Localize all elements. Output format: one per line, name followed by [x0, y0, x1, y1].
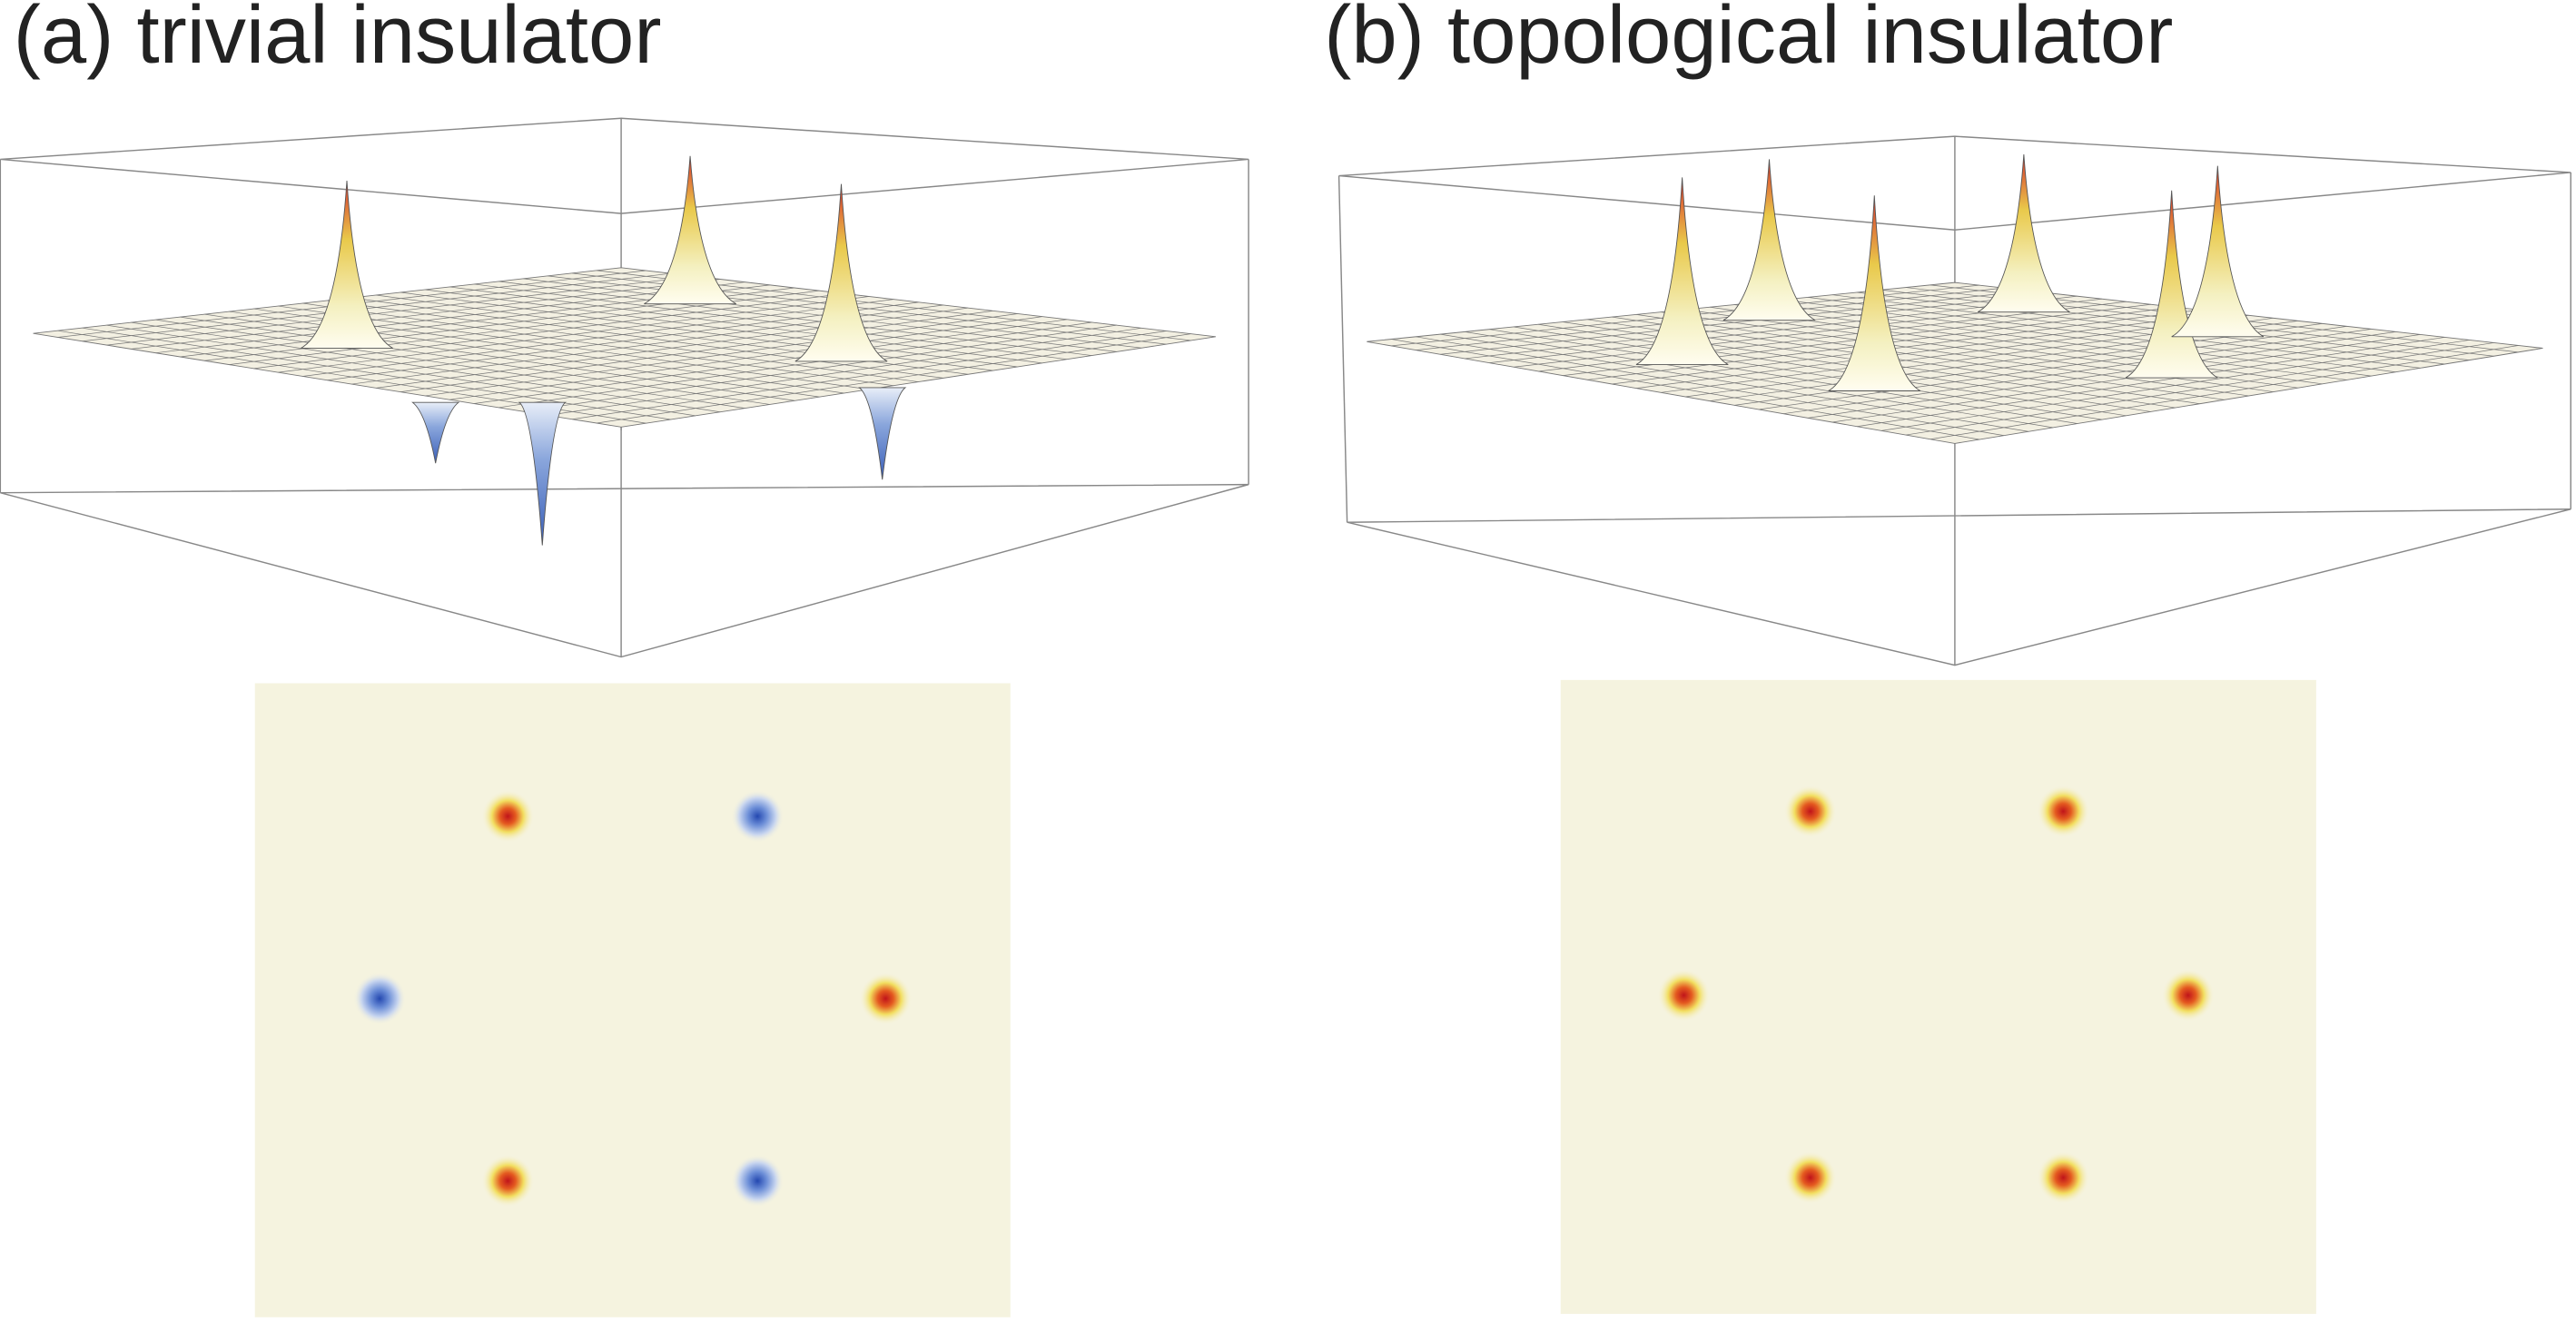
peak — [795, 183, 888, 362]
surface-grid — [523, 324, 1117, 412]
surface-grid — [1880, 340, 2470, 431]
dip — [411, 401, 460, 464]
peak — [1722, 159, 1816, 321]
dip — [518, 401, 567, 546]
surface-grid — [548, 327, 1142, 416]
density-spot — [1657, 969, 1711, 1022]
surface-grid — [597, 333, 1191, 424]
density-spot — [731, 790, 785, 843]
peak — [301, 180, 393, 349]
density-spot — [731, 1154, 785, 1208]
density-spot — [2037, 1151, 2090, 1204]
peak — [644, 155, 736, 305]
box-frame — [1337, 135, 2571, 666]
peak — [2171, 165, 2265, 338]
density-spot — [1783, 784, 1837, 838]
density-spot — [481, 790, 535, 843]
panel-title: (a) trivial insulator — [14, 0, 662, 81]
peak — [1828, 195, 1921, 391]
density-spot — [2037, 784, 2090, 838]
surface-grid — [572, 331, 1167, 420]
peak — [1635, 177, 1729, 366]
surface-grid — [1905, 342, 2494, 436]
dip — [858, 387, 907, 480]
peak — [1978, 154, 2070, 313]
panel-title: (b) topological insulator — [1324, 0, 2173, 81]
density-spot — [2161, 969, 2215, 1022]
density-spot — [859, 972, 913, 1025]
surface-grid — [1856, 337, 2445, 428]
density-spot — [1783, 1151, 1837, 1204]
density-spot — [481, 1154, 535, 1208]
density-spot — [353, 972, 407, 1025]
surface-grid — [1930, 345, 2519, 440]
peak — [2125, 190, 2218, 379]
